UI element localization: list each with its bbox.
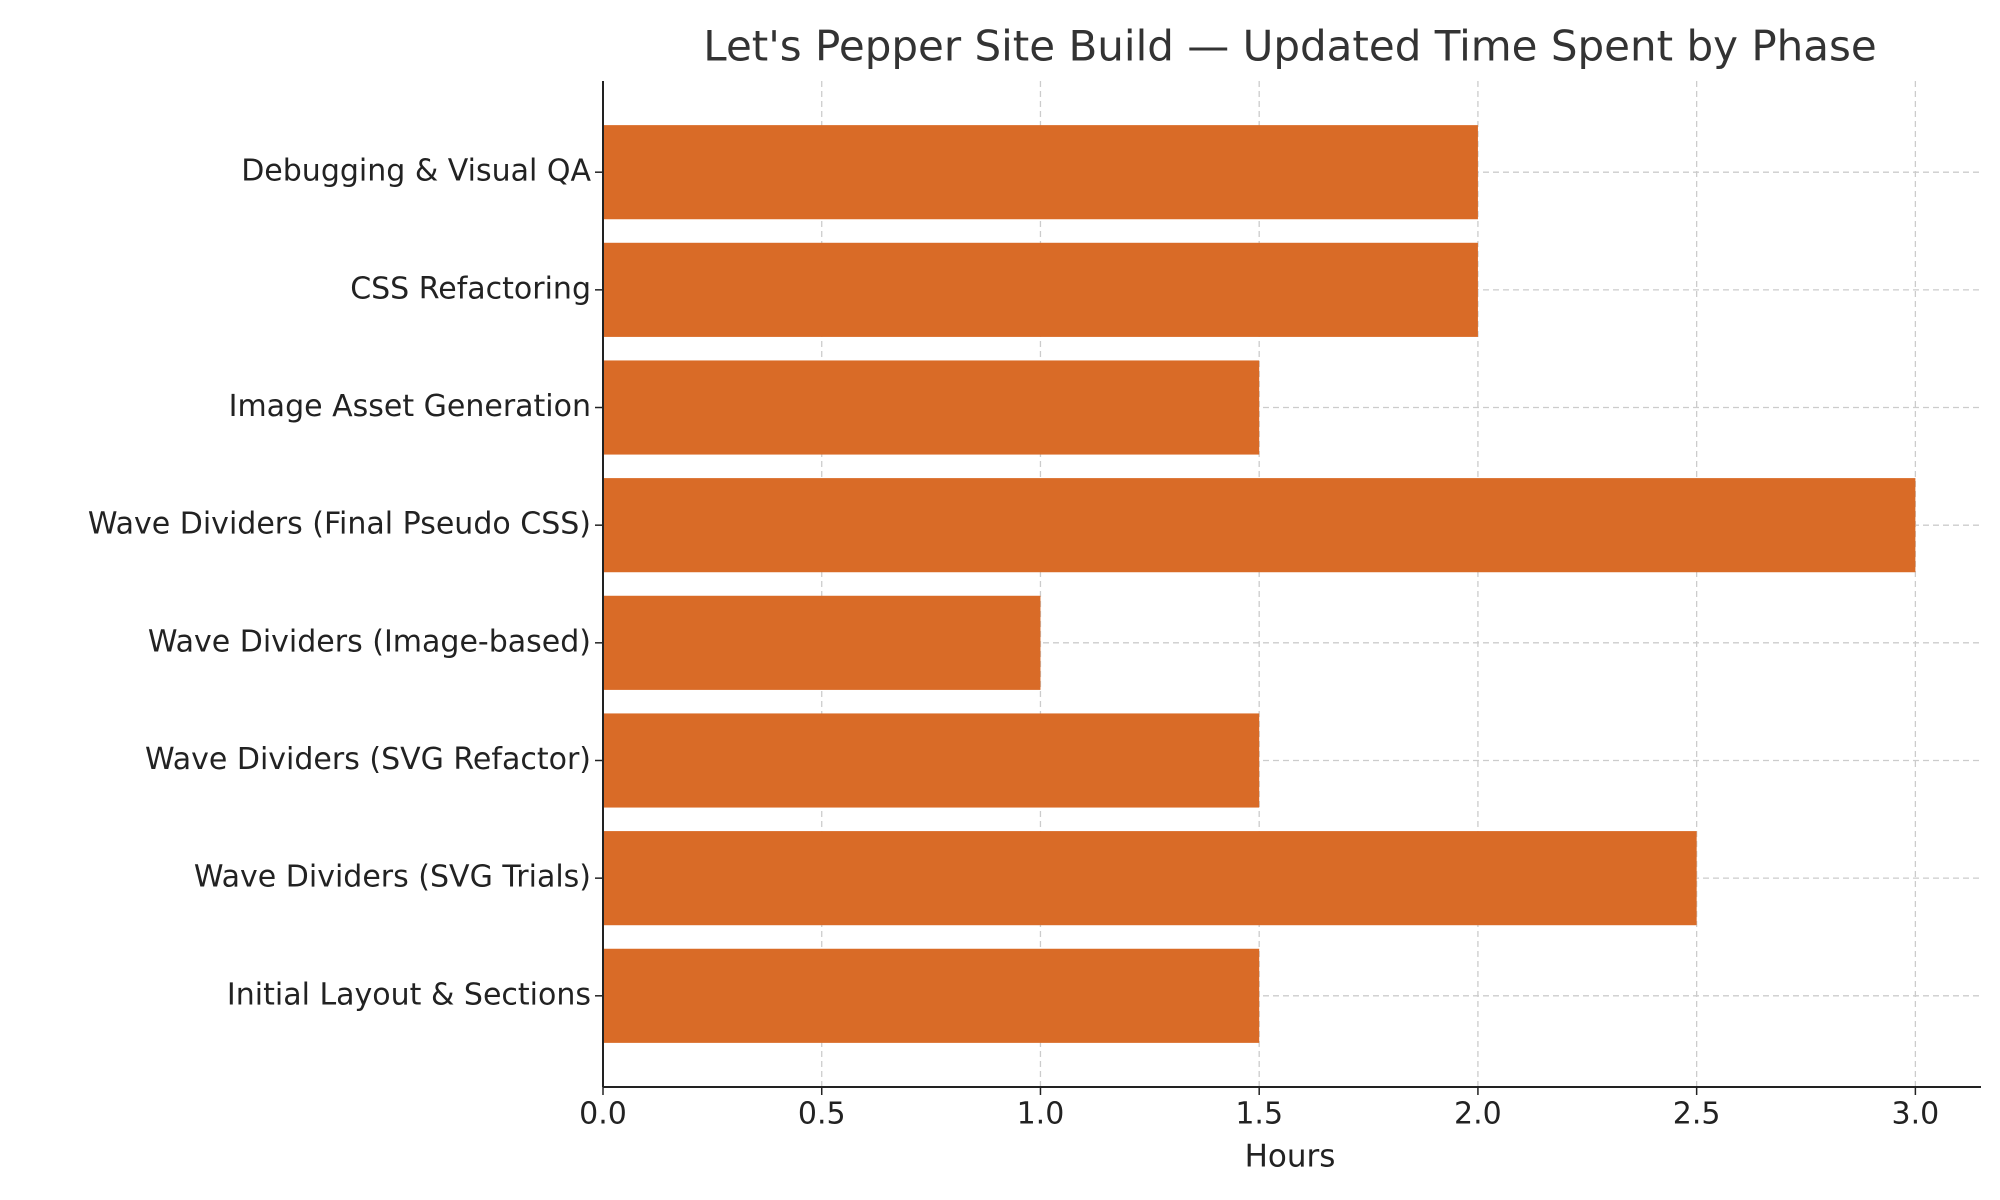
x-tick-label: 2.5 [1673,1097,1721,1132]
bar [603,948,1260,1043]
bar [603,242,1478,337]
bar [603,125,1478,220]
bar [603,478,1916,573]
x-tick-label: 0.5 [798,1097,846,1132]
x-axis-label: Hours [1245,1139,1336,1175]
y-tick-label: Image Asset Generation [229,389,591,424]
bar [603,360,1260,455]
y-tick-label: CSS Refactoring [350,271,591,306]
x-tick-label: 0.0 [579,1097,627,1132]
y-tick-label: Wave Dividers (Image-based) [148,624,591,659]
bar [603,595,1041,690]
bar [603,713,1260,808]
y-tick-label: Debugging & Visual QA [241,154,591,189]
x-tick-label: 2.0 [1454,1097,1502,1132]
x-tick-label: 1.5 [1235,1097,1283,1132]
chart-title: Let's Pepper Site Build — Updated Time S… [703,22,1876,71]
y-tick-label: Wave Dividers (SVG Trials) [194,860,591,895]
x-tick-label: 3.0 [1892,1097,1940,1132]
y-tick-label: Initial Layout & Sections [227,977,591,1012]
x-tick-label: 1.0 [1017,1097,1065,1132]
bar [603,831,1697,926]
y-tick-label: Wave Dividers (SVG Refactor) [145,742,591,777]
y-tick-label: Wave Dividers (Final Pseudo CSS) [88,507,591,542]
